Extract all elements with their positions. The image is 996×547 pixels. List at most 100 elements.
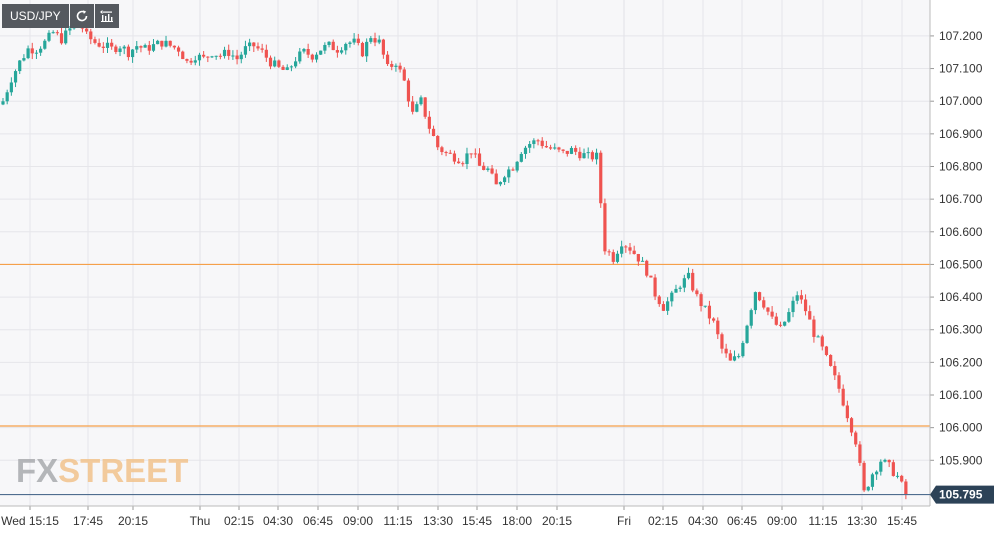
candle-body <box>686 272 691 279</box>
x-tick-label: 09:00 <box>343 514 373 528</box>
candle-body <box>507 169 511 178</box>
candle-body <box>260 48 264 50</box>
candle-body <box>298 51 302 62</box>
candle-body <box>193 60 197 63</box>
candle-body <box>904 481 908 495</box>
candle-body <box>762 300 766 308</box>
candle-body <box>243 46 248 55</box>
candle-body <box>557 147 561 150</box>
candle-body <box>891 462 895 476</box>
candle-body <box>787 312 791 322</box>
y-tick-label: 106.300 <box>939 323 983 337</box>
candle-body <box>210 56 214 58</box>
candle-body <box>398 65 402 70</box>
candle-body <box>749 310 753 326</box>
candle-body <box>248 42 252 47</box>
candle-body <box>532 140 536 145</box>
candle-body <box>712 318 716 321</box>
plot-background <box>0 0 930 506</box>
candle-body <box>661 304 666 311</box>
indicators-button[interactable] <box>94 4 119 28</box>
y-tick-label: 107.000 <box>939 94 983 108</box>
support-lines <box>0 263 930 427</box>
candle-body <box>732 356 737 361</box>
candle-body <box>553 147 557 149</box>
candle-body <box>879 461 883 472</box>
candle-body <box>795 295 799 301</box>
candle-body <box>22 58 26 61</box>
candle-body <box>528 144 532 148</box>
y-tick-label: 107.200 <box>939 29 983 43</box>
candle-body <box>227 49 231 56</box>
candle-body <box>331 41 335 51</box>
last-price-marker: 105.795 <box>0 485 994 504</box>
candle-body <box>757 292 762 301</box>
candle-body <box>289 66 294 68</box>
candle-body <box>415 104 419 112</box>
candle-body <box>461 163 465 165</box>
x-tick-label: 09:00 <box>767 514 797 528</box>
candle-body <box>381 39 385 55</box>
candle-body <box>870 474 875 487</box>
candle-body <box>682 278 686 288</box>
candle-body <box>745 325 749 343</box>
candle-body <box>97 42 101 47</box>
x-tick-label: Thu <box>190 514 211 528</box>
candle-body <box>640 260 645 262</box>
candle-body <box>168 40 172 46</box>
candle-body <box>139 46 143 48</box>
x-tick-label: 11:15 <box>383 514 412 528</box>
x-tick-label: 02:15 <box>648 514 678 528</box>
x-tick-label: Wed 15:15 <box>1 514 59 528</box>
candle-body <box>561 149 565 151</box>
refresh-button[interactable] <box>69 4 94 28</box>
candle-body <box>440 147 444 153</box>
candle-body <box>724 348 728 354</box>
candle-body <box>519 153 523 162</box>
candle-body <box>47 32 51 41</box>
candle-body <box>101 46 105 48</box>
candle-body <box>277 60 281 67</box>
candle-body <box>615 253 620 262</box>
candle-body <box>845 405 849 419</box>
candle-body <box>406 80 411 102</box>
candle-body <box>569 147 574 154</box>
candle-body <box>385 54 390 65</box>
y-tick-label: 107.100 <box>939 62 983 76</box>
candle-body <box>302 48 306 52</box>
candle-body <box>900 475 904 482</box>
y-tick-label: 106.700 <box>939 192 983 206</box>
candle-body <box>858 444 862 463</box>
candle-body <box>268 57 273 67</box>
candle-body <box>427 116 431 129</box>
x-tick-label: 02:15 <box>224 514 254 528</box>
candle-body <box>829 354 833 366</box>
symbol-label[interactable]: USD/JPY <box>2 4 69 28</box>
candle-body <box>323 44 327 51</box>
candle-body <box>444 152 448 154</box>
candle-body <box>653 277 657 297</box>
fxstreet-logo: FXSTREET <box>16 452 188 490</box>
candle-body <box>666 301 670 311</box>
candle-body <box>490 168 494 174</box>
candle-body <box>419 97 423 105</box>
candle-body <box>30 48 34 54</box>
x-tick-label: 04:30 <box>688 514 718 528</box>
candle-body <box>252 42 256 47</box>
candle-body <box>544 146 548 148</box>
x-tick-label: 20:15 <box>118 514 148 528</box>
candle-body <box>574 147 578 152</box>
candle-body <box>402 69 406 81</box>
candle-body <box>866 486 870 491</box>
candle-body <box>833 365 837 376</box>
candle-body <box>126 46 130 58</box>
candle-body <box>160 40 164 47</box>
y-tick-label: 106.400 <box>939 290 983 304</box>
logo-street: STREET <box>58 452 189 489</box>
candle-body <box>9 82 13 93</box>
candles <box>1 16 908 500</box>
candle-body <box>803 299 808 312</box>
candle-body <box>55 32 59 34</box>
x-tick-label: 04:30 <box>263 514 293 528</box>
